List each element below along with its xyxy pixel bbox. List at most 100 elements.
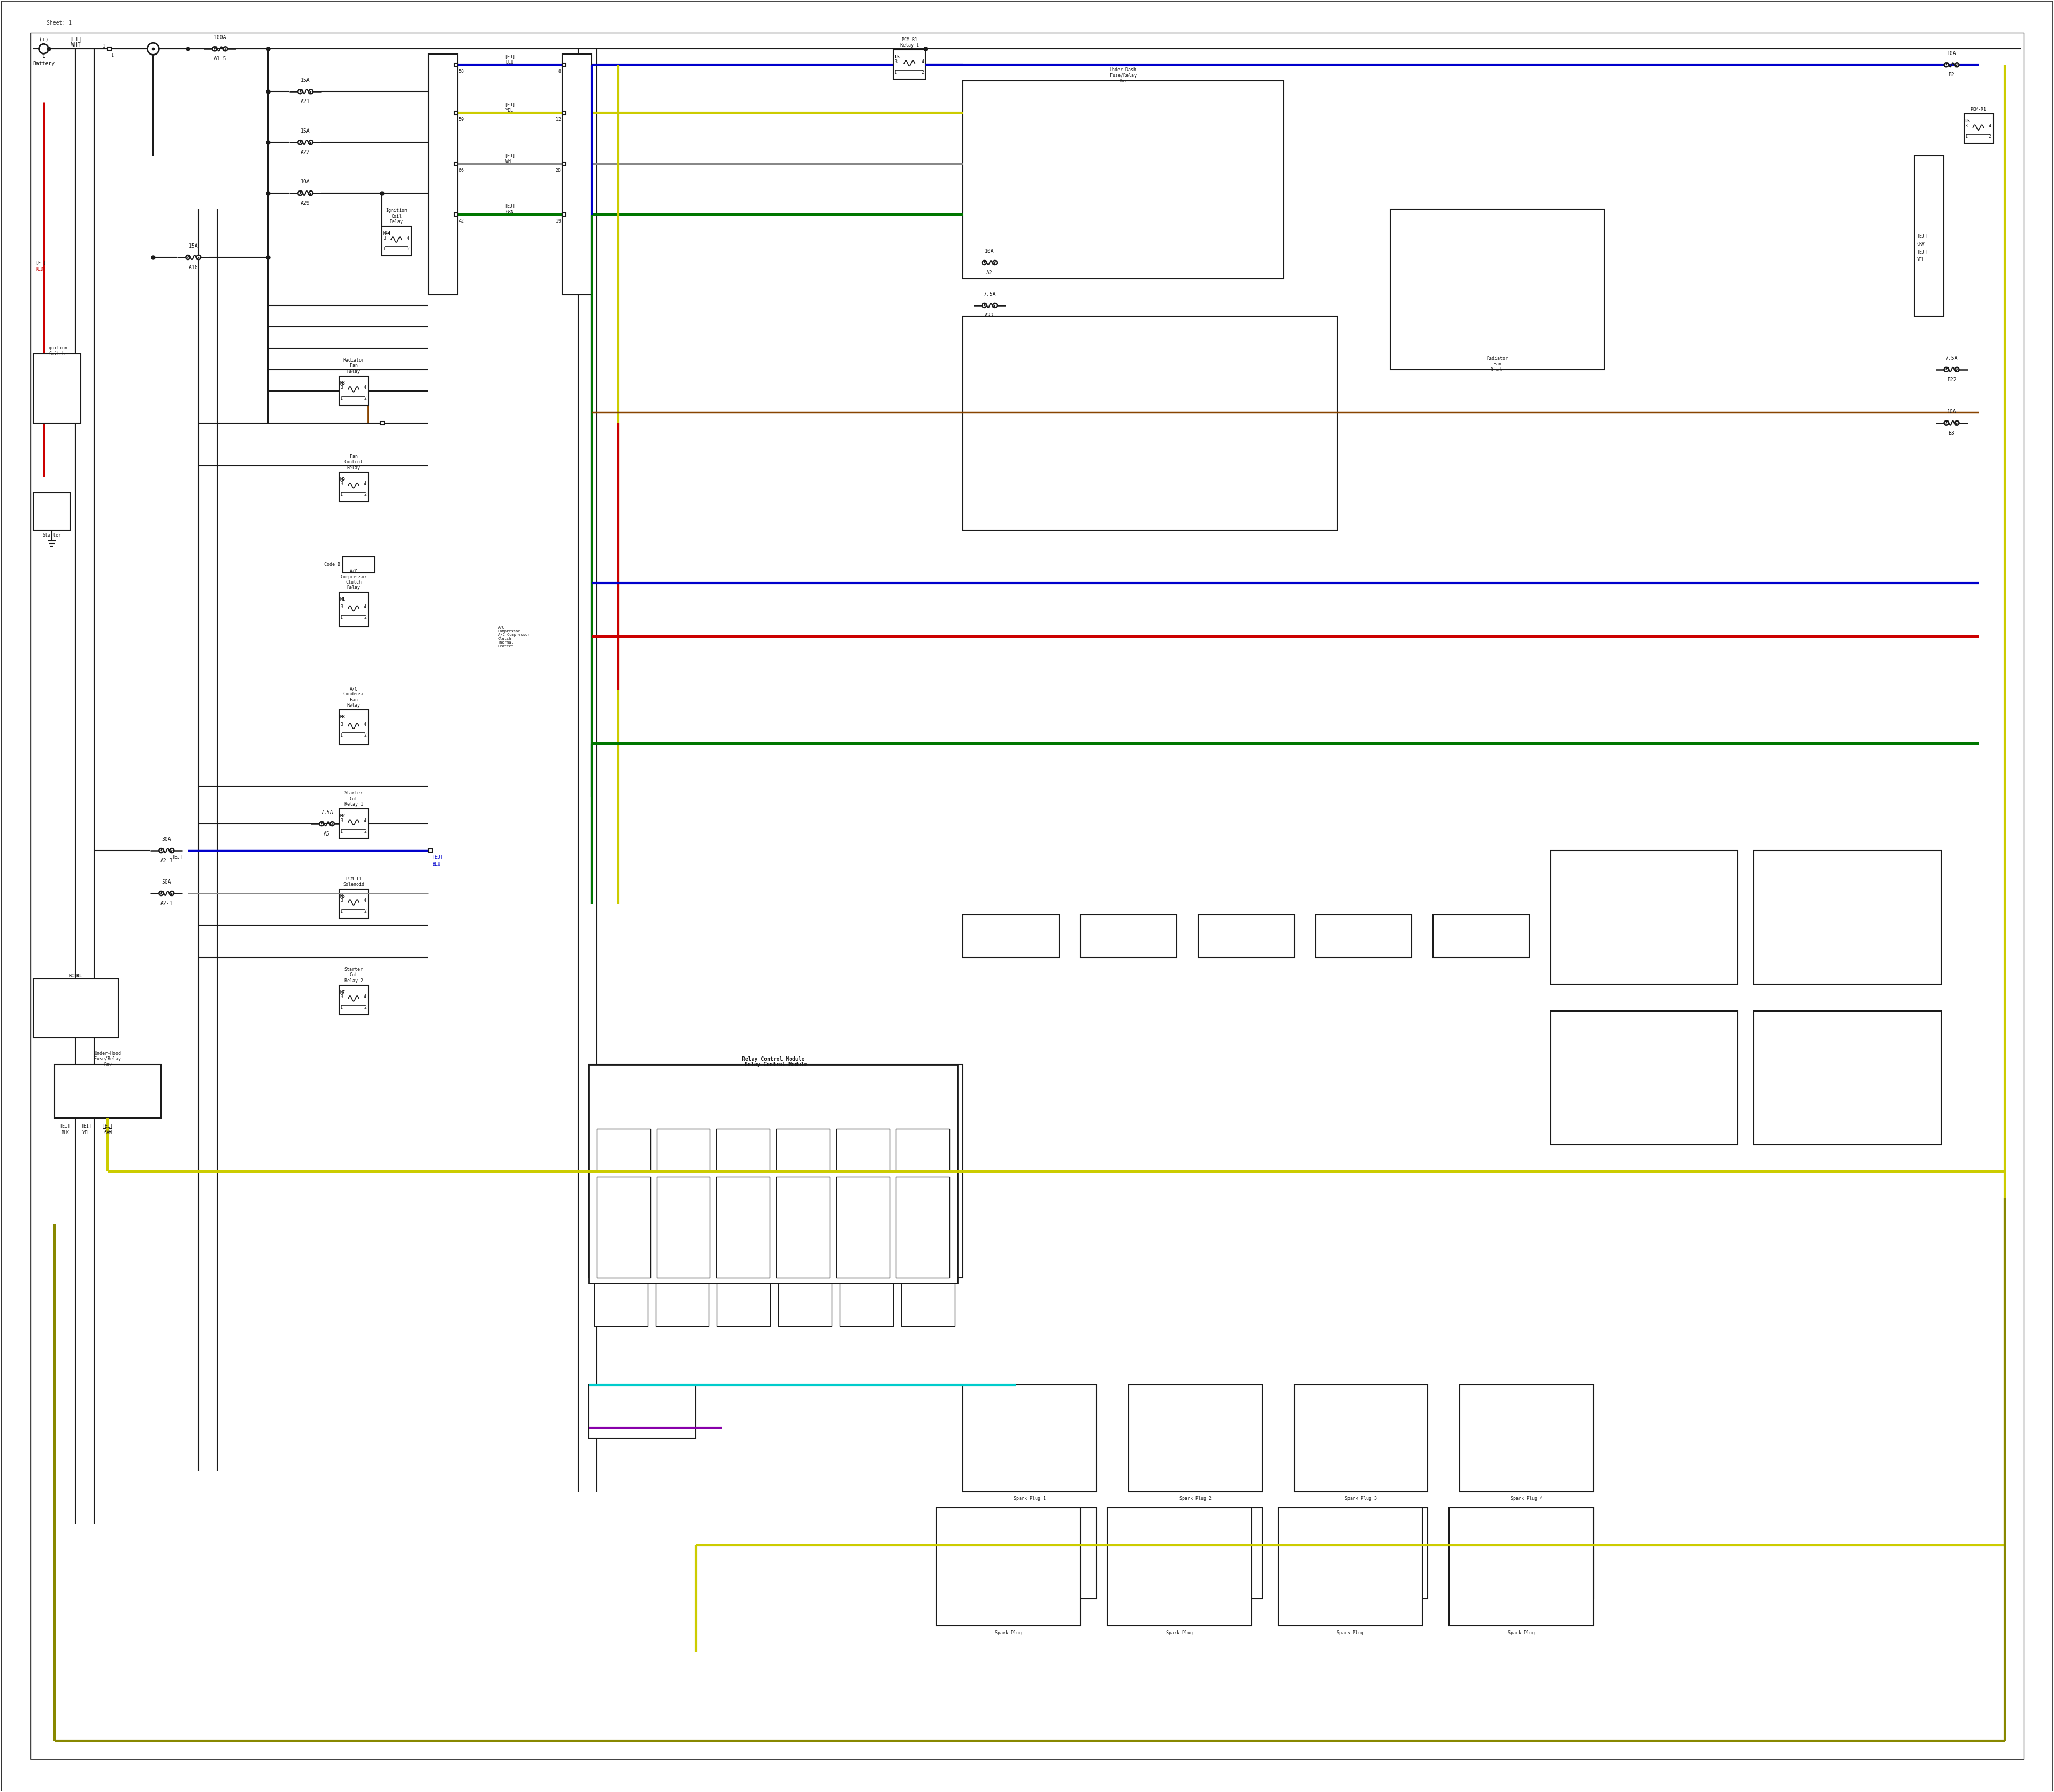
Text: 2: 2 [364,615,366,620]
Text: A22: A22 [300,151,310,156]
Bar [963,81,1284,280]
Bar [589,1064,963,1278]
Text: 4: 4 [364,898,366,903]
Bar [717,1283,770,1326]
Text: 66: 66 [458,168,464,172]
Bar [963,315,1337,530]
Circle shape [992,260,996,265]
Text: PCM-R1: PCM-R1 [1970,108,1986,111]
Text: 2: 2 [364,493,366,496]
Circle shape [158,891,164,896]
Text: 1: 1 [341,396,343,401]
Text: [EJ]: [EJ] [505,102,516,108]
Text: 4: 4 [364,385,366,391]
Circle shape [318,823,325,826]
Bar [1460,1509,1594,1598]
Text: 4: 4 [407,235,409,240]
Text: 19: 19 [557,219,561,224]
Circle shape [1955,367,1960,371]
Text: 28: 28 [557,168,561,172]
Text: Starter: Starter [43,532,62,538]
Text: (+): (+) [39,36,49,41]
Bar [963,1385,1097,1493]
Text: 4: 4 [1988,124,1990,129]
Bar [454,213,458,217]
Text: 4: 4 [364,604,366,609]
Text: 4: 4 [920,59,924,65]
Bar [33,978,119,1038]
Bar [1080,914,1177,957]
Text: Ignition
Coil
Relay: Ignition Coil Relay [386,208,407,224]
Text: YEL: YEL [1916,258,1925,262]
Text: [EJ]: [EJ] [505,152,516,158]
Text: YEL: YEL [505,108,514,113]
Bar [778,1229,832,1272]
Circle shape [1955,421,1960,425]
Bar [896,1129,949,1172]
Text: A2: A2 [986,271,992,276]
Text: 1: 1 [382,246,386,251]
Text: [EJ]: [EJ] [505,54,516,59]
Bar [1197,914,1294,957]
Text: M9: M9 [341,477,345,482]
Text: 4: 4 [364,722,366,728]
Text: Spark Plug: Spark Plug [1167,1631,1193,1636]
Text: RED: RED [35,267,43,272]
Text: BLK: BLK [62,1131,70,1134]
Bar [1551,914,1647,957]
Text: 10A: 10A [1947,409,1955,414]
Text: 3: 3 [341,385,343,391]
Text: [EJ]: [EJ] [1916,249,1927,254]
Bar [33,493,70,530]
Bar [563,161,565,165]
Text: M44: M44 [382,231,390,237]
Bar [594,1229,647,1272]
Text: PCM-R1
Relay 1: PCM-R1 Relay 1 [900,38,918,48]
Bar [339,986,368,1014]
Circle shape [1955,63,1960,66]
Bar [657,1129,711,1172]
Text: BLU: BLU [431,862,440,866]
Circle shape [308,192,312,195]
Text: 50A: 50A [162,880,170,885]
Bar [655,1229,709,1272]
Text: [EJ]: [EJ] [431,855,444,860]
Bar [1450,1509,1594,1625]
Text: 15A: 15A [300,77,310,82]
Circle shape [224,47,228,50]
Text: 3: 3 [893,59,898,65]
Bar [1754,851,1941,984]
Bar [836,1129,889,1172]
Circle shape [982,260,986,265]
Circle shape [298,90,302,93]
Bar [343,557,376,573]
Circle shape [1945,421,1949,425]
Text: 3: 3 [341,995,343,1000]
Circle shape [148,43,158,56]
Text: 2: 2 [364,396,366,401]
Circle shape [331,823,335,826]
Text: A1-5: A1-5 [214,56,226,61]
Bar [893,50,926,79]
Text: 2: 2 [364,733,366,738]
Circle shape [39,45,49,54]
Bar [963,1509,1097,1598]
Text: A5: A5 [325,831,331,837]
Circle shape [982,303,986,308]
Text: Radiator
Fan
Diode: Radiator Fan Diode [1487,357,1508,373]
Text: 58: 58 [458,68,464,73]
Text: Spark Plug: Spark Plug [1508,1631,1534,1636]
Text: Sheet: 1: Sheet: 1 [47,20,72,25]
Circle shape [170,848,175,853]
Text: 1: 1 [41,54,45,59]
Text: YEL: YEL [82,1131,90,1134]
Text: Starter
Cut
Relay 1: Starter Cut Relay 1 [345,790,364,806]
Text: 7.5A: 7.5A [320,810,333,815]
Text: A22: A22 [984,314,994,319]
Bar [107,47,111,50]
Bar [717,1129,770,1172]
Bar [429,849,431,853]
Text: Ignition
Switch: Ignition Switch [47,346,68,357]
Text: [EJ]: [EJ] [505,204,516,208]
Bar [896,1177,949,1278]
